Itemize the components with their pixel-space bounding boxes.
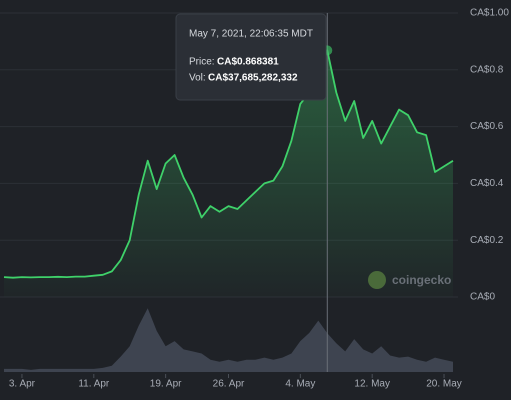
tooltip-volume: CA$37,685,282,332	[208, 73, 298, 84]
watermark-text: coingecko	[392, 273, 451, 287]
y-tick-label: CA$0.8	[470, 64, 504, 75]
x-tick-label: 19. Apr	[150, 379, 182, 390]
x-tick-label: 11. Apr	[78, 379, 110, 390]
y-tick-label: CA$1.00	[470, 8, 509, 19]
watermark: coingecko	[368, 271, 451, 289]
y-tick-label: CA$0.4	[470, 178, 504, 189]
price-line	[3, 49, 454, 279]
y-tick-label: CA$0.6	[470, 121, 504, 132]
volume-area	[4, 308, 453, 372]
x-tick-label: 20. May	[426, 379, 462, 390]
watermark-logo	[368, 271, 386, 289]
tooltip: May 7, 2021, 22:06:35 MDT Price: CA$0.86…	[175, 13, 327, 101]
x-tick-label: 26. Apr	[213, 379, 245, 390]
tooltip-volume-label: Vol:	[189, 73, 206, 84]
tooltip-price-label: Price:	[189, 57, 215, 68]
x-tick-label: 3. Apr	[9, 379, 36, 390]
tooltip-box	[175, 13, 327, 101]
y-tick-label: CA$0.2	[470, 235, 504, 246]
price-area	[4, 50, 453, 298]
tooltip-price: CA$0.868381	[217, 57, 279, 68]
x-tick-label: 12. May	[354, 379, 390, 390]
tooltip-date: May 7, 2021, 22:06:35 MDT	[189, 29, 313, 40]
y-tick-label: CA$0	[470, 292, 495, 303]
x-tick-label: 4. May	[285, 379, 315, 390]
